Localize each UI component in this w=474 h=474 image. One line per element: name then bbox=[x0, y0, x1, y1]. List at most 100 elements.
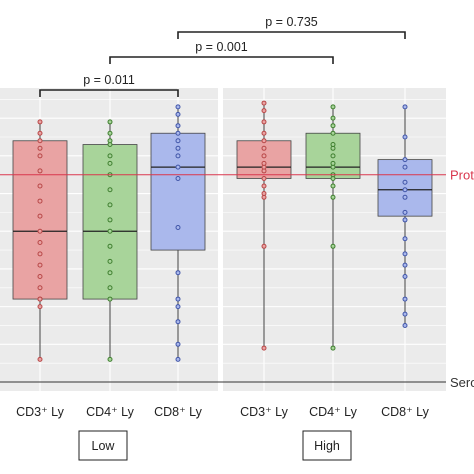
data-point bbox=[175, 224, 181, 230]
data-point bbox=[107, 202, 113, 208]
data-point bbox=[107, 187, 113, 193]
group-label-box bbox=[78, 430, 128, 461]
data-point bbox=[330, 104, 336, 110]
x-tick-label: CD8⁺ Ly bbox=[381, 405, 430, 419]
data-point bbox=[330, 153, 336, 159]
data-point bbox=[107, 153, 113, 159]
x-tick-label: CD3⁺ Ly bbox=[240, 405, 289, 419]
data-point bbox=[402, 157, 408, 163]
data-point bbox=[330, 142, 336, 148]
data-point bbox=[175, 130, 181, 136]
data-point bbox=[107, 217, 113, 223]
data-point bbox=[107, 356, 113, 362]
box bbox=[12, 140, 68, 300]
data-point bbox=[175, 341, 181, 347]
data-point bbox=[261, 191, 267, 197]
x-tick-label: CD3⁺ Ly bbox=[16, 405, 65, 419]
data-point bbox=[402, 296, 408, 302]
data-point bbox=[330, 243, 336, 249]
data-point bbox=[261, 100, 267, 106]
data-point bbox=[330, 183, 336, 189]
data-point bbox=[37, 296, 43, 302]
p-value-label: p = 0.735 bbox=[265, 15, 318, 29]
data-point bbox=[261, 153, 267, 159]
data-point bbox=[402, 179, 408, 185]
data-point bbox=[37, 356, 43, 362]
data-point bbox=[175, 164, 181, 170]
data-point bbox=[261, 345, 267, 351]
data-point bbox=[261, 175, 267, 181]
data-point bbox=[37, 228, 43, 234]
reference-line-label: Sero bbox=[450, 375, 474, 390]
data-point bbox=[402, 262, 408, 268]
data-point bbox=[402, 194, 408, 200]
data-point bbox=[175, 104, 181, 110]
data-point bbox=[37, 183, 43, 189]
significance-bracket bbox=[39, 89, 179, 97]
data-point bbox=[107, 228, 113, 234]
data-point bbox=[37, 273, 43, 279]
x-tick-label: CD4⁺ Ly bbox=[309, 405, 358, 419]
data-point bbox=[402, 251, 408, 257]
x-tick-label: CD8⁺ Ly bbox=[154, 405, 203, 419]
data-point bbox=[37, 240, 43, 246]
data-point bbox=[402, 187, 408, 193]
group-label: High bbox=[314, 439, 340, 453]
data-point bbox=[37, 153, 43, 159]
data-point bbox=[107, 258, 113, 264]
box bbox=[150, 132, 206, 251]
data-point bbox=[175, 138, 181, 144]
data-point bbox=[402, 164, 408, 170]
data-point bbox=[175, 319, 181, 325]
reference-line-label: Prote bbox=[450, 168, 474, 183]
group-label: Low bbox=[92, 439, 116, 453]
data-point bbox=[261, 108, 267, 114]
p-value-label: p = 0.001 bbox=[195, 40, 248, 54]
group-label-box bbox=[302, 430, 352, 461]
data-point bbox=[175, 296, 181, 302]
data-point bbox=[402, 273, 408, 279]
data-point bbox=[37, 168, 43, 174]
p-value-label: p = 0.011 bbox=[83, 73, 135, 87]
data-point bbox=[37, 285, 43, 291]
data-point bbox=[37, 138, 43, 144]
data-point bbox=[330, 345, 336, 351]
data-point bbox=[37, 145, 43, 151]
significance-bracket bbox=[109, 56, 334, 64]
data-point bbox=[37, 198, 43, 204]
data-point bbox=[175, 356, 181, 362]
data-point bbox=[37, 262, 43, 268]
data-point bbox=[402, 209, 408, 215]
data-point bbox=[330, 130, 336, 136]
data-point bbox=[107, 296, 113, 302]
data-point bbox=[37, 304, 43, 310]
data-point bbox=[261, 119, 267, 125]
data-point bbox=[175, 175, 181, 181]
data-point bbox=[261, 130, 267, 136]
data-point bbox=[37, 130, 43, 136]
data-point bbox=[37, 213, 43, 219]
data-point bbox=[402, 311, 408, 317]
data-point bbox=[37, 251, 43, 257]
data-point bbox=[107, 119, 113, 125]
data-point bbox=[175, 123, 181, 129]
data-point bbox=[261, 138, 267, 144]
x-tick-label: CD4⁺ Ly bbox=[86, 405, 135, 419]
data-point bbox=[261, 160, 267, 166]
significance-bracket bbox=[177, 31, 406, 39]
data-point bbox=[330, 160, 336, 166]
data-point bbox=[107, 285, 113, 291]
data-point bbox=[261, 183, 267, 189]
data-point bbox=[402, 322, 408, 328]
data-point bbox=[402, 236, 408, 242]
data-point bbox=[330, 115, 336, 121]
data-point bbox=[402, 104, 408, 110]
data-point bbox=[107, 243, 113, 249]
data-point bbox=[107, 130, 113, 136]
data-point bbox=[330, 194, 336, 200]
data-point bbox=[175, 304, 181, 310]
data-point bbox=[402, 134, 408, 140]
data-point bbox=[107, 270, 113, 276]
data-point bbox=[261, 243, 267, 249]
